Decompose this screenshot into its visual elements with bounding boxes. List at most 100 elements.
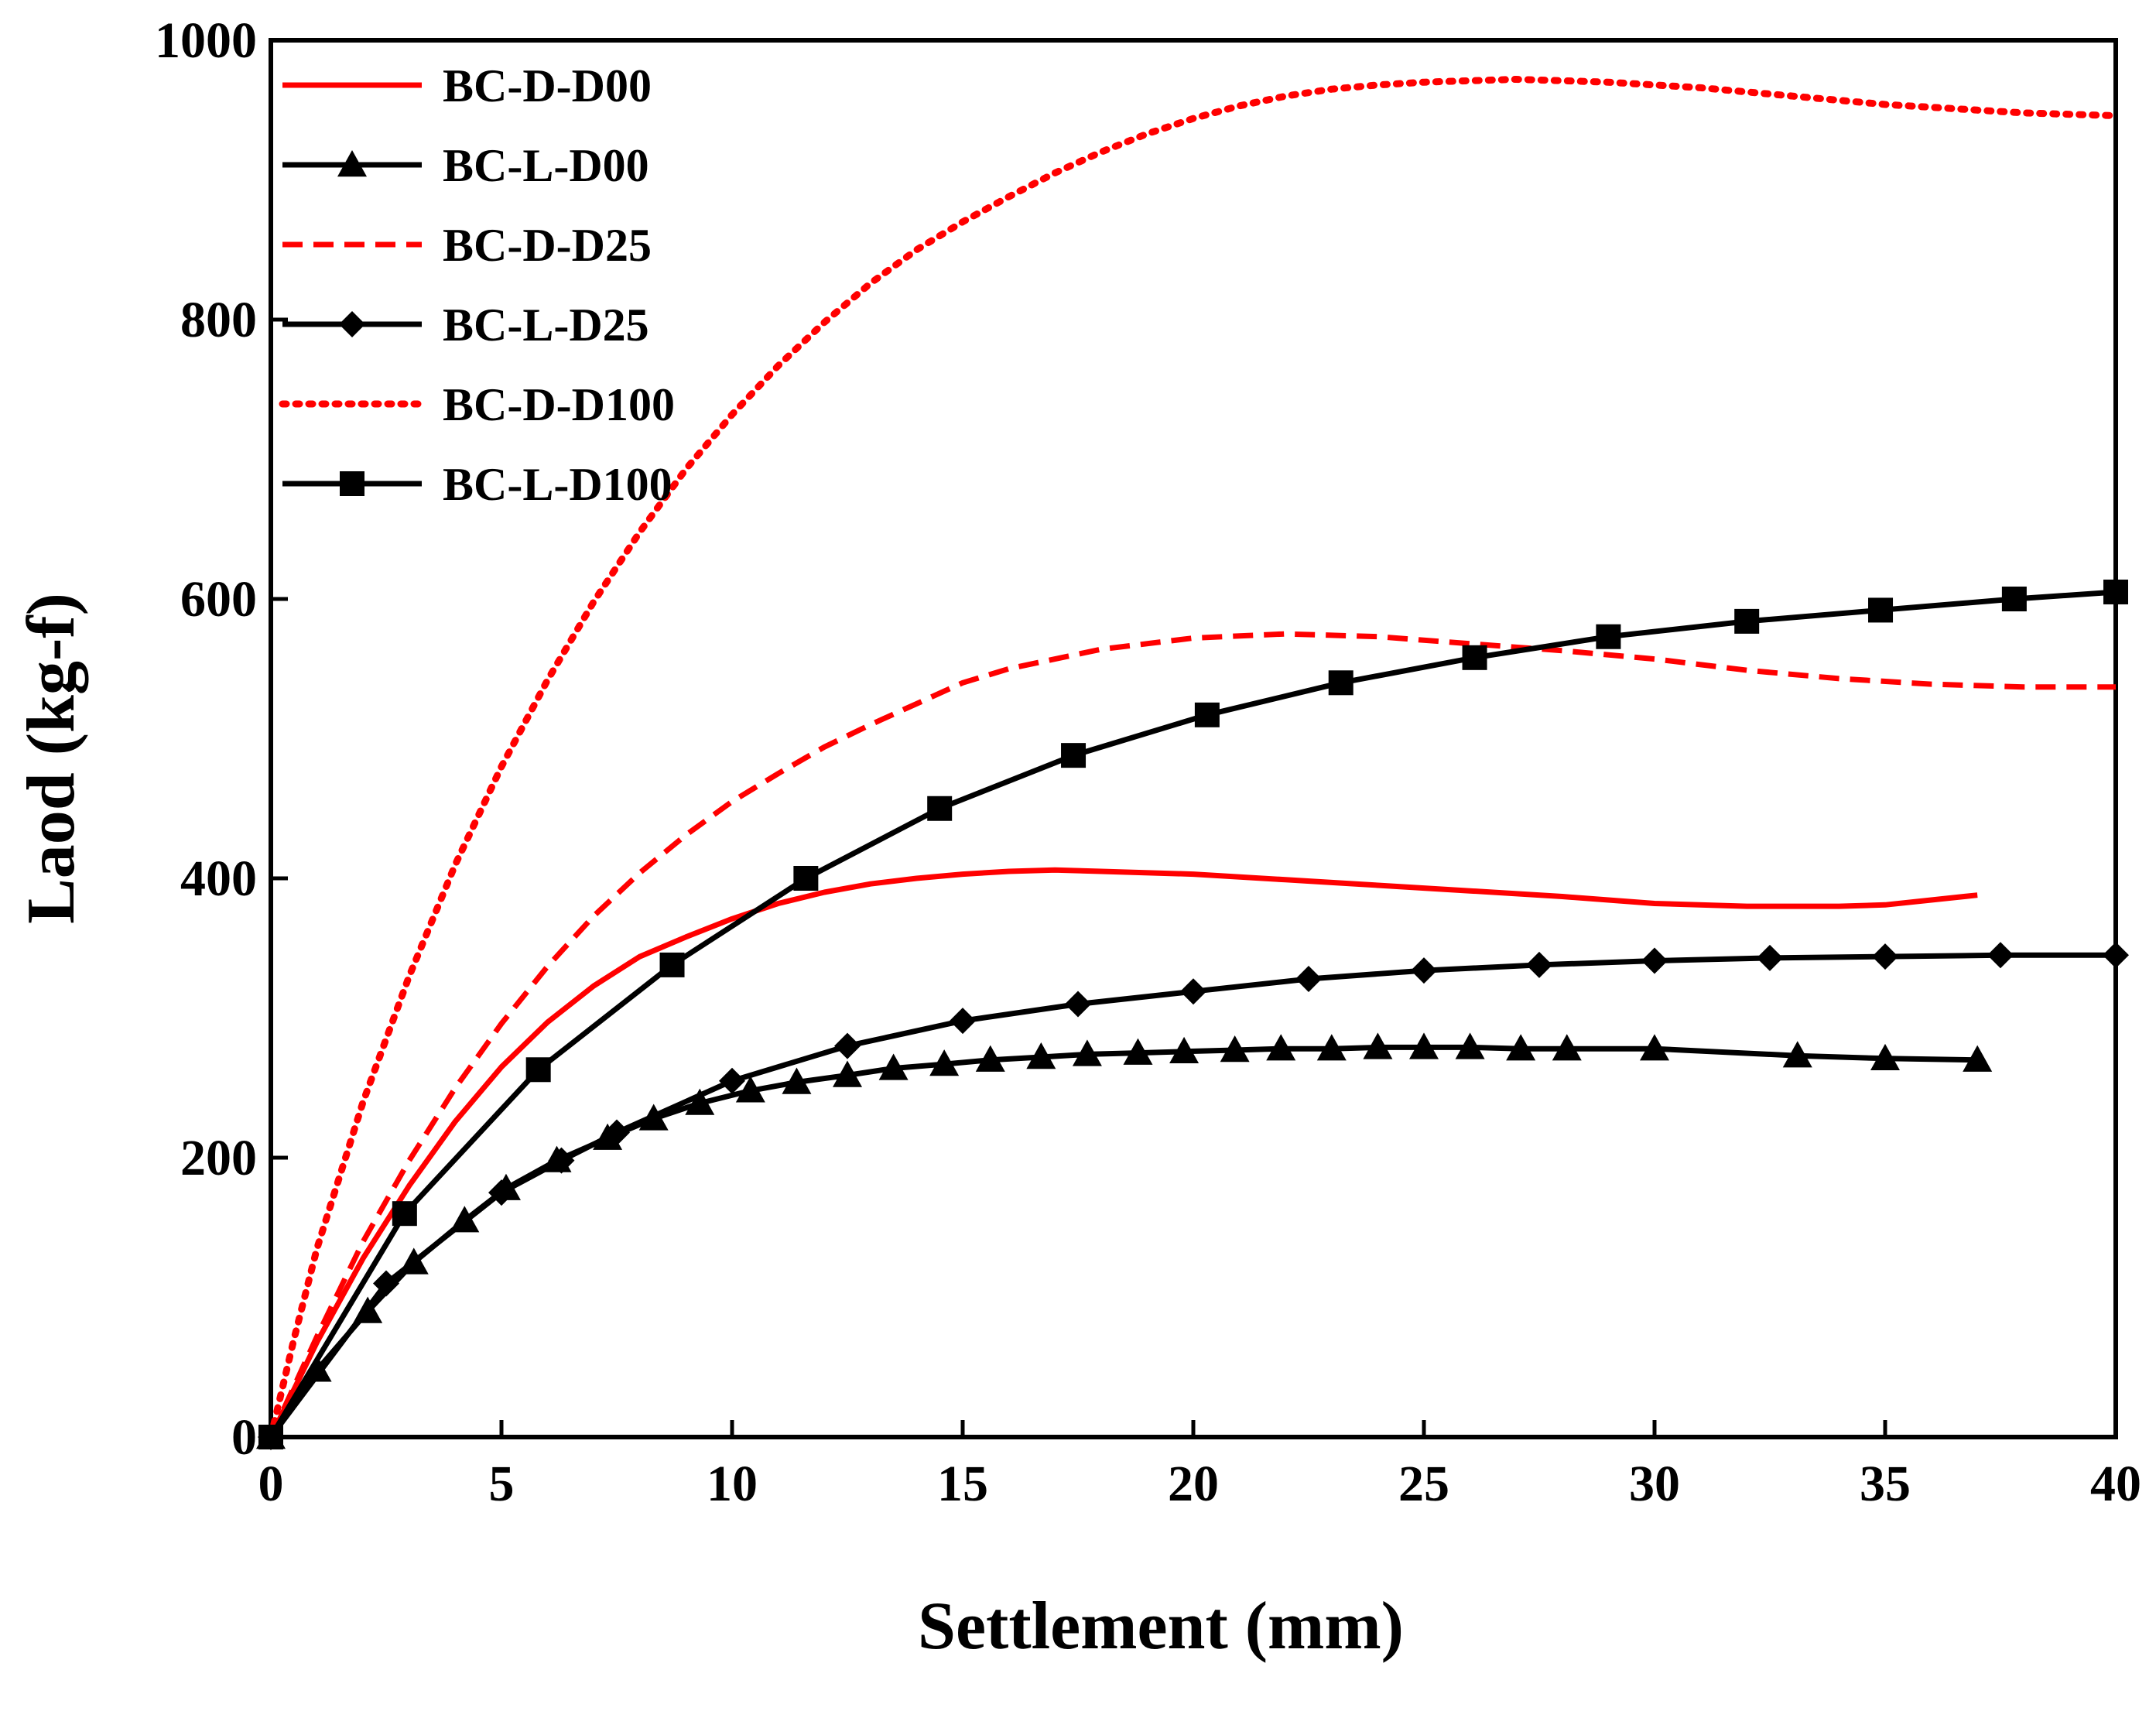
data-point <box>1266 1034 1296 1061</box>
data-point <box>834 1032 861 1059</box>
data-point <box>1316 1034 1347 1061</box>
data-point <box>950 1008 976 1035</box>
data-point <box>1526 951 1552 978</box>
data-point <box>2103 942 2129 969</box>
legend-label: BC-L-D00 <box>443 140 649 191</box>
legend-label: BC-D-D00 <box>443 60 652 111</box>
x-tick-label: 40 <box>2090 1456 2141 1512</box>
series-BC-L-D25 <box>258 942 2129 1450</box>
series-lines <box>256 76 2129 1450</box>
y-axis-title: Laod (kg-f) <box>14 593 89 924</box>
data-point <box>1552 1034 1582 1061</box>
legend-entry: BC-L-D00 <box>282 140 649 191</box>
x-tick-label: 0 <box>258 1456 284 1512</box>
data-point <box>1455 1032 1485 1059</box>
data-point <box>1987 942 2014 969</box>
legend-entry: BC-D-D25 <box>282 220 652 271</box>
legend-entry: BC-L-D100 <box>282 459 672 510</box>
data-point <box>1734 608 1760 634</box>
y-tick-label: 600 <box>180 571 257 628</box>
data-point <box>1072 1039 1102 1066</box>
data-point <box>975 1045 1005 1072</box>
data-point <box>2001 587 2027 611</box>
data-point <box>1868 597 1894 623</box>
data-point <box>719 1067 745 1094</box>
x-tick-label: 25 <box>1398 1456 1449 1512</box>
data-point <box>929 1049 960 1076</box>
legend-label: BC-D-D100 <box>443 379 675 430</box>
legend: BC-D-D00 BC-L-D00 BC-D-D25 BC-L-D25 BC-D-D10… <box>279 60 675 510</box>
x-tick-label: 30 <box>1629 1456 1680 1512</box>
data-point <box>927 796 953 821</box>
data-point <box>1180 978 1206 1005</box>
data-point <box>1409 1032 1439 1059</box>
legend-label: BC-L-D25 <box>443 299 649 351</box>
data-point <box>1194 702 1220 727</box>
data-point <box>373 1270 399 1297</box>
series-BC-L-D100 <box>258 579 2128 1449</box>
data-point <box>1782 1041 1812 1068</box>
data-point <box>1169 1036 1199 1064</box>
data-point <box>1963 1045 1993 1072</box>
data-point <box>1757 944 1783 971</box>
data-point <box>1065 991 1091 1018</box>
x-axis-title: Settlement (mm) <box>918 1589 1404 1664</box>
series-line <box>268 867 1978 1439</box>
y-tick-label: 800 <box>180 292 257 348</box>
y-tick-label: 1000 <box>155 12 257 69</box>
data-point <box>488 1179 515 1206</box>
data-point <box>392 1201 417 1227</box>
data-point <box>1411 957 1437 984</box>
data-point <box>782 1067 812 1094</box>
data-point <box>793 866 819 891</box>
y-tick-label: 0 <box>231 1409 257 1466</box>
data-point <box>604 1119 630 1146</box>
data-point <box>548 1147 575 1174</box>
data-point <box>1328 670 1353 696</box>
y-tick-label: 200 <box>180 1130 257 1186</box>
data-point <box>685 1088 715 1115</box>
data-point <box>1220 1035 1250 1063</box>
data-point <box>1363 1032 1393 1059</box>
legend-entry: BC-D-D100 <box>279 379 675 430</box>
legend-marker <box>340 471 364 496</box>
series-BC-D-D25 <box>268 631 2116 1439</box>
data-point <box>2103 579 2128 604</box>
series-line <box>267 76 2120 1441</box>
legend-label: BC-D-D25 <box>443 220 652 271</box>
data-point <box>1061 743 1087 768</box>
data-point <box>1596 624 1621 649</box>
series-line <box>268 631 2116 1439</box>
y-tick-label: 400 <box>180 850 257 907</box>
data-point <box>1870 1043 1900 1071</box>
data-point <box>1640 1034 1669 1061</box>
legend-marker <box>337 150 367 177</box>
data-point <box>1506 1034 1536 1061</box>
data-point <box>1462 645 1487 670</box>
data-point <box>1123 1038 1153 1065</box>
x-tick-label: 20 <box>1168 1456 1219 1512</box>
data-point <box>1872 943 1898 970</box>
series-BC-D-D00 <box>268 867 1978 1439</box>
legend-entry: BC-L-D25 <box>282 299 649 351</box>
data-point <box>878 1053 909 1080</box>
data-point <box>833 1060 862 1087</box>
data-point <box>525 1057 551 1083</box>
series-line <box>269 952 2116 1439</box>
x-tick-label: 35 <box>1860 1456 1911 1512</box>
data-point <box>1026 1042 1056 1069</box>
data-point <box>659 952 685 977</box>
x-tick-label: 10 <box>707 1456 758 1512</box>
series-BC-D-D100 <box>267 76 2120 1441</box>
x-tick-label: 5 <box>489 1456 515 1512</box>
data-point <box>1295 965 1322 992</box>
legend-marker <box>339 311 365 337</box>
x-tick-label: 15 <box>937 1456 988 1512</box>
data-point <box>1641 947 1668 974</box>
legend-entry: BC-D-D00 <box>282 60 652 111</box>
data-point <box>735 1076 765 1103</box>
data-point <box>258 1425 283 1449</box>
